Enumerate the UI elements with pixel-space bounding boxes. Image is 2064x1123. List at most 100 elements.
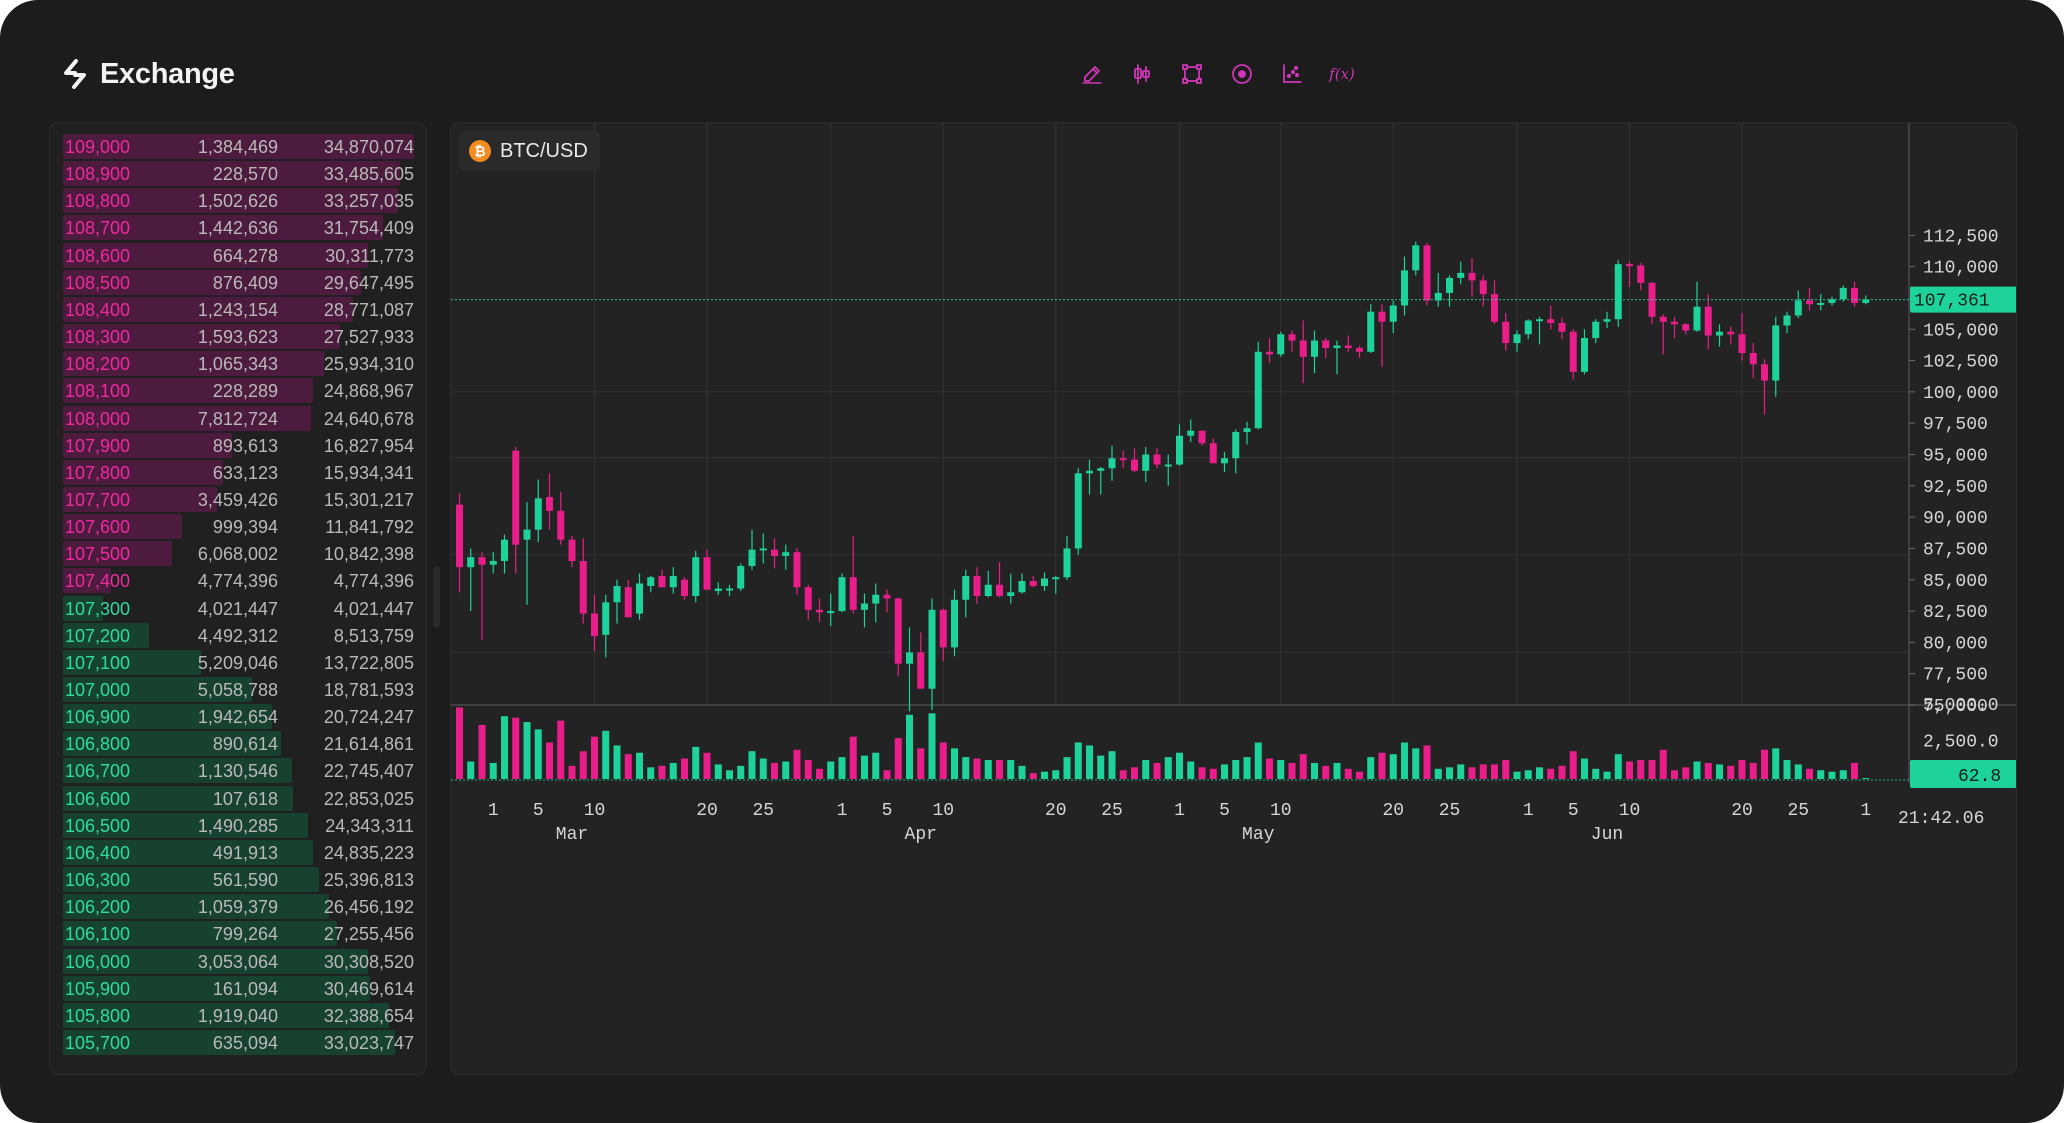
volume-bar <box>467 761 475 779</box>
bid-row[interactable]: 105,700 635,094 33,023,747 <box>63 1029 414 1055</box>
ask-row[interactable]: 107,700 3,459,426 15,301,217 <box>63 486 414 512</box>
bid-price: 106,500 <box>65 815 131 836</box>
panel-resize-handle[interactable] <box>433 566 440 628</box>
ask-row[interactable]: 109,000 1,384,469 34,870,074 <box>63 134 414 159</box>
volume-bar <box>771 762 778 779</box>
ask-row[interactable]: 108,300 1,593,623 27,527,933 <box>63 324 414 350</box>
x-day-label: 1 <box>837 801 848 821</box>
ask-depth-bar <box>63 459 224 485</box>
brand[interactable]: Exchange <box>62 56 235 92</box>
candles-tool-button[interactable] <box>1128 60 1156 88</box>
ask-size: 999,394 <box>212 517 278 538</box>
volume-bar <box>827 761 835 779</box>
bid-row[interactable]: 107,100 5,209,046 13,722,805 <box>63 649 414 675</box>
candle-body <box>1783 315 1791 326</box>
last-price-label: 107,361 <box>1914 292 1990 312</box>
ask-total: 24,868,967 <box>323 381 414 402</box>
scatter-tool-button[interactable] <box>1278 60 1306 88</box>
bid-price: 106,300 <box>65 870 131 891</box>
volume-bar <box>872 752 880 779</box>
volume-bar <box>1243 757 1251 779</box>
ask-row[interactable]: 108,500 876,409 29,647,495 <box>63 269 414 295</box>
bid-depth-bar <box>63 1029 396 1055</box>
candle-body <box>1176 435 1183 465</box>
bid-price: 106,900 <box>65 707 131 728</box>
ask-depth-bar <box>63 514 183 540</box>
bid-row[interactable]: 106,300 561,590 25,396,813 <box>63 867 414 893</box>
bid-price: 107,200 <box>65 625 131 646</box>
ask-size: 7,812,724 <box>197 408 278 429</box>
volume-bar <box>1761 749 1768 779</box>
bid-row[interactable]: 106,700 1,130,546 22,745,407 <box>63 758 414 784</box>
y-tick-label: 77,500 <box>1923 666 1988 686</box>
bid-row[interactable]: 106,400 491,913 24,835,223 <box>63 839 414 865</box>
bid-size: 5,058,788 <box>197 680 278 700</box>
ask-total: 31,754,409 <box>323 218 414 239</box>
ask-row[interactable]: 107,500 6,068,002 10,842,398 <box>63 541 414 567</box>
ask-row[interactable]: 107,800 633,123 15,934,341 <box>63 459 414 485</box>
ask-row[interactable]: 107,900 893,613 16,827,954 <box>63 432 414 458</box>
candle-body <box>1389 305 1397 322</box>
ask-row[interactable]: 108,600 664,278 30,311,773 <box>63 242 414 268</box>
volume-bar <box>782 761 790 779</box>
symbol-label: BTC/USD <box>500 139 588 162</box>
candle-body <box>1468 272 1476 281</box>
bid-row[interactable]: 106,000 3,053,064 30,308,520 <box>63 948 414 974</box>
candle-body <box>467 557 475 568</box>
ask-size: 893,613 <box>212 435 278 456</box>
candle-body <box>1502 321 1510 344</box>
symbol-selector[interactable]: ₿ BTC/USD <box>459 131 600 171</box>
chart-panel[interactable]: 112,500110,000107,500105,000102,500100,0… <box>450 122 2017 1075</box>
volume-bar <box>1029 773 1037 779</box>
volume-bar <box>546 742 553 779</box>
volume-bar <box>1322 765 1330 779</box>
ask-row[interactable]: 108,100 228,289 24,868,967 <box>63 378 414 404</box>
price-chart[interactable]: 112,500110,000107,500105,000102,500100,0… <box>451 123 2016 1074</box>
bid-row[interactable]: 105,800 1,919,040 32,388,654 <box>63 1002 414 1028</box>
bid-total: 24,835,223 <box>323 842 414 863</box>
candle-body <box>1491 294 1498 322</box>
draw-tool-button[interactable] <box>1078 60 1106 88</box>
bid-row[interactable]: 106,900 1,942,654 20,724,247 <box>63 704 414 730</box>
volume-bar <box>973 758 981 779</box>
target-tool-button[interactable] <box>1228 60 1256 88</box>
volume-bar <box>939 742 947 779</box>
candle-body <box>501 539 508 561</box>
ask-row[interactable]: 107,400 4,774,396 4,774,396 <box>63 568 414 594</box>
bid-depth-bar <box>63 894 330 920</box>
volume-bar <box>1637 760 1645 779</box>
ask-total: 24,640,678 <box>323 408 414 429</box>
bid-total: 30,469,614 <box>323 978 414 999</box>
ask-total: 4,774,396 <box>333 571 414 592</box>
function-tool-button[interactable]: f(x) <box>1328 60 1356 88</box>
candle-body <box>1479 280 1487 295</box>
ask-row[interactable]: 107,600 999,394 11,841,792 <box>63 514 414 540</box>
candle-body <box>1142 454 1150 471</box>
bid-row[interactable]: 106,100 799,264 27,255,456 <box>63 921 414 947</box>
bid-size: 1,919,040 <box>197 1005 278 1026</box>
candle-body <box>1738 334 1746 354</box>
candle-body <box>1018 581 1026 593</box>
bid-row[interactable]: 105,900 161,094 30,469,614 <box>63 975 414 1001</box>
candle-body <box>793 552 801 588</box>
crop-tool-button[interactable] <box>1178 60 1206 88</box>
bid-row[interactable]: 106,500 1,490,285 24,343,311 <box>63 812 414 838</box>
bid-row[interactable]: 106,200 1,059,379 26,456,192 <box>63 894 414 920</box>
bid-row[interactable]: 107,200 4,492,312 8,513,759 <box>63 622 414 648</box>
ask-row[interactable]: 108,200 1,065,343 25,934,310 <box>63 351 414 377</box>
ask-row[interactable]: 108,700 1,442,636 31,754,409 <box>63 215 414 241</box>
bid-total: 24,343,311 <box>325 815 414 836</box>
ask-row[interactable]: 108,000 7,812,724 24,640,678 <box>63 405 414 431</box>
x-day-label: 20 <box>696 801 718 821</box>
volume-bar <box>534 729 542 779</box>
ask-row[interactable]: 108,400 1,243,154 28,771,087 <box>63 296 414 322</box>
ask-total: 15,301,217 <box>323 489 414 510</box>
volume-bar <box>1648 760 1656 779</box>
bid-row[interactable]: 107,000 5,058,788 18,781,593 <box>63 677 414 702</box>
ask-row[interactable]: 108,900 228,570 33,485,605 <box>63 161 414 187</box>
ask-row[interactable]: 108,800 1,502,626 33,257,035 <box>63 188 414 214</box>
bid-row[interactable]: 106,800 890,614 21,614,861 <box>63 731 414 757</box>
bid-row[interactable]: 107,300 4,021,447 4,021,447 <box>63 595 414 621</box>
y-tick-label: 105,000 <box>1923 321 1999 341</box>
bid-row[interactable]: 106,600 107,618 22,853,025 <box>63 785 414 811</box>
